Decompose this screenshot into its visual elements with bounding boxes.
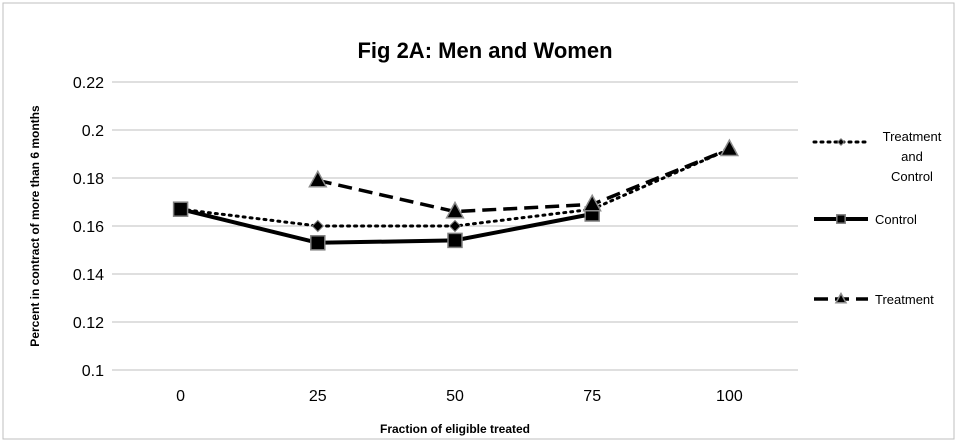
- y-axis-ticks: 0.1 0.12 0.14 0.16 0.18 0.2 0.22: [73, 75, 104, 380]
- data-point-square: [172, 201, 189, 217]
- y-tick-label: 0.12: [73, 315, 104, 332]
- x-tick-label: 25: [309, 388, 327, 405]
- chart-frame: [2, 2, 955, 440]
- legend-marker-square: [836, 214, 846, 224]
- data-point-triangle: [719, 138, 740, 157]
- data-point-square: [310, 235, 326, 251]
- data-point-diamond: [448, 219, 462, 233]
- legend-label: and: [901, 149, 923, 164]
- legend-item: Treatment: [814, 291, 934, 307]
- x-tick-label: 75: [583, 388, 601, 405]
- legend-label: Treatment: [883, 129, 942, 144]
- y-axis-label: Percent in contract of more than 6 month…: [28, 105, 42, 347]
- legend-label: Control: [875, 212, 917, 227]
- legend-item: Treatment and Control: [812, 129, 942, 184]
- legend-marker-diamond: [836, 137, 846, 147]
- chart-title: Fig 2A: Men and Women: [357, 38, 612, 63]
- series-line: [180, 207, 593, 245]
- series-line: [317, 147, 731, 214]
- y-tick-label: 0.1: [82, 363, 104, 380]
- x-tick-label: 0: [176, 388, 185, 405]
- x-tick-label: 50: [446, 388, 464, 405]
- data-point-triangle: [582, 193, 602, 212]
- y-tick-label: 0.16: [73, 219, 104, 236]
- legend-marker-triangle: [834, 291, 848, 304]
- series-layer: [172, 138, 740, 251]
- y-tick-label: 0.22: [73, 75, 104, 92]
- legend-item: Control: [814, 212, 917, 227]
- legend-label: Control: [891, 169, 933, 184]
- x-tick-label: 100: [716, 388, 743, 405]
- series-treatment: [308, 138, 740, 219]
- data-point-triangle: [308, 169, 328, 188]
- x-axis-label: Fraction of eligible treated: [380, 422, 530, 436]
- legend: Treatment and Control Control Treatment: [812, 129, 942, 307]
- y-tick-label: 0.14: [73, 267, 104, 284]
- data-point-triangle: [445, 200, 465, 219]
- x-axis-ticks: 0 25 50 75 100: [176, 388, 743, 405]
- data-point-square: [447, 232, 463, 249]
- gridlines: [112, 81, 798, 371]
- data-point-diamond: [311, 219, 325, 233]
- y-tick-label: 0.2: [82, 123, 104, 140]
- legend-label: Treatment: [875, 292, 934, 307]
- y-tick-label: 0.18: [73, 171, 104, 188]
